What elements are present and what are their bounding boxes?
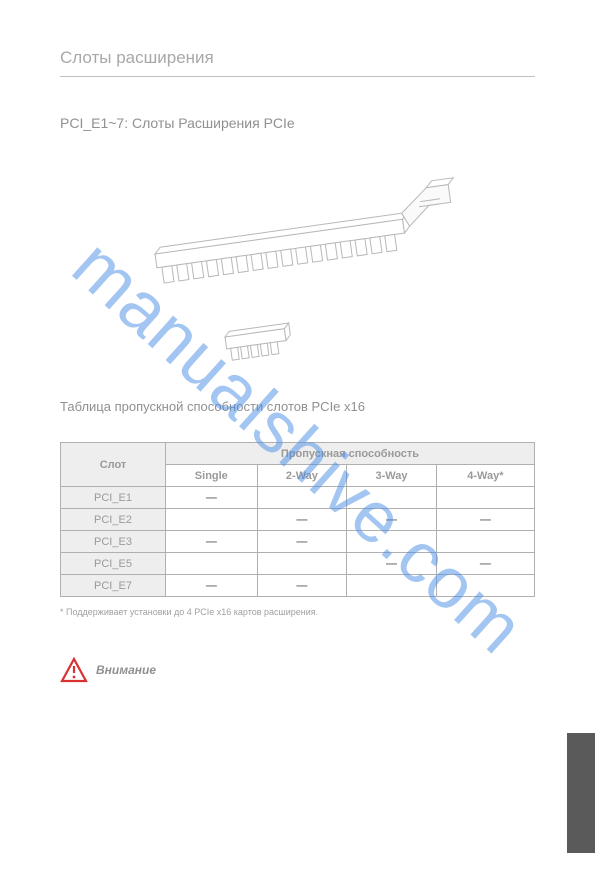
cell: — bbox=[436, 553, 534, 575]
row-name: PCI_E7 bbox=[61, 575, 166, 597]
cell: — bbox=[257, 531, 347, 553]
footnote-text: * Поддерживает установки до 4 PCIe x16 к… bbox=[60, 607, 535, 617]
slot-header-cell: Слот bbox=[61, 443, 166, 487]
cell: — bbox=[166, 531, 258, 553]
table-title: Таблица пропускной способности слотов PC… bbox=[60, 399, 535, 414]
row-name: PCI_E5 bbox=[61, 553, 166, 575]
row-name: PCI_E2 bbox=[61, 509, 166, 531]
bandwidth-table: Слот Пропускная способность Single 2-Way… bbox=[60, 442, 535, 597]
col-3way: 3-Way bbox=[347, 465, 437, 487]
cell bbox=[257, 553, 347, 575]
bandwidth-header-cell: Пропускная способность bbox=[166, 443, 535, 465]
cell bbox=[166, 553, 258, 575]
cell bbox=[436, 487, 534, 509]
table-row: PCI_E1 — bbox=[61, 487, 535, 509]
cell: — bbox=[436, 509, 534, 531]
table-row: PCI_E3 — — bbox=[61, 531, 535, 553]
cell bbox=[347, 487, 437, 509]
table-row: PCI_E5 — — bbox=[61, 553, 535, 575]
col-2way: 2-Way bbox=[257, 465, 347, 487]
cell bbox=[257, 487, 347, 509]
warning-block: Внимание bbox=[60, 657, 535, 683]
cell bbox=[436, 575, 534, 597]
cell: — bbox=[166, 487, 258, 509]
cell: — bbox=[166, 575, 258, 597]
cell bbox=[347, 575, 437, 597]
cell: — bbox=[257, 509, 347, 531]
table-row: PCI_E7 — — bbox=[61, 575, 535, 597]
sub-title: PCI_E1~7: Слоты Расширения PCIe bbox=[60, 115, 535, 131]
page-content: Слоты расширения PCI_E1~7: Слоты Расшире… bbox=[0, 0, 595, 723]
sidebar-tab bbox=[567, 733, 595, 853]
col-4way: 4-Way* bbox=[436, 465, 534, 487]
row-name: PCI_E1 bbox=[61, 487, 166, 509]
cell: — bbox=[257, 575, 347, 597]
cell: — bbox=[347, 553, 437, 575]
section-title: Слоты расширения bbox=[60, 48, 535, 77]
table-row: PCI_E2 — — — bbox=[61, 509, 535, 531]
cell bbox=[436, 531, 534, 553]
pcie-slot-illustration bbox=[60, 159, 535, 379]
col-single: Single bbox=[166, 465, 258, 487]
warning-triangle-icon bbox=[60, 657, 88, 683]
cell bbox=[166, 509, 258, 531]
cell: — bbox=[347, 509, 437, 531]
warning-label: Внимание bbox=[96, 663, 156, 677]
row-name: PCI_E3 bbox=[61, 531, 166, 553]
cell bbox=[347, 531, 437, 553]
